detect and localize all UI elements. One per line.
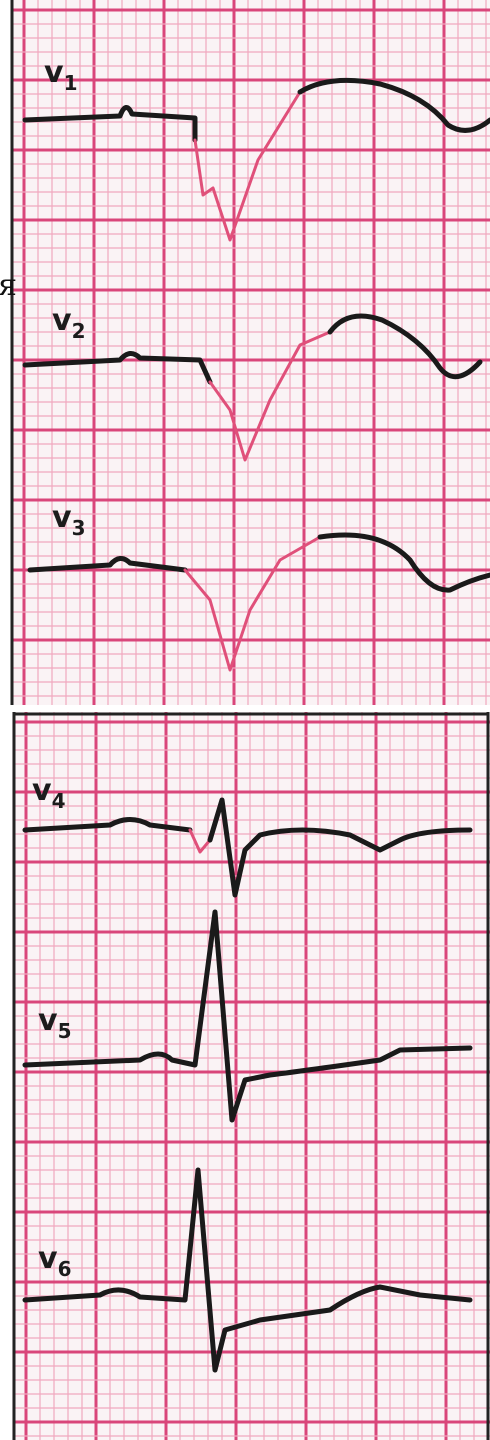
lead-number: 1: [64, 71, 78, 95]
edge-text: я: [0, 268, 17, 303]
lead-number: 4: [52, 789, 66, 813]
lead-letter: v: [52, 500, 72, 535]
lead-number: 3: [72, 516, 86, 540]
lead-letter: v: [38, 1241, 58, 1276]
lead-letter: v: [52, 303, 72, 338]
lead-number: 2: [72, 319, 86, 343]
lead-letter: v: [38, 1003, 58, 1038]
panel-gap: [12, 705, 490, 712]
lead-number: 5: [58, 1019, 72, 1043]
lead-letter: v: [44, 55, 64, 90]
panel-top: [12, 0, 490, 705]
lead-letter: v: [32, 773, 52, 808]
ecg-figure: я v1 v2 v3 v4 v5 v6: [0, 0, 490, 1440]
lead-number: 6: [58, 1257, 72, 1281]
